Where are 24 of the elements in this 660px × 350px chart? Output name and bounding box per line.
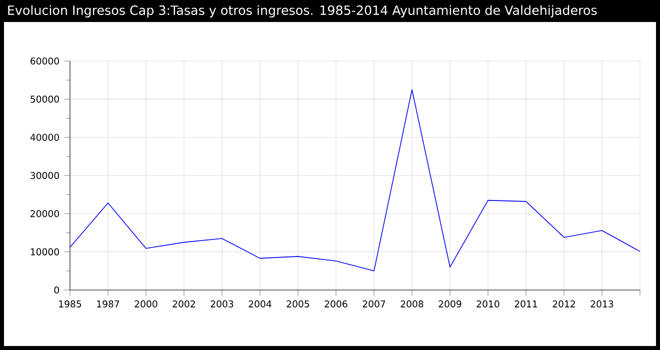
x-tick-label: 2009 bbox=[438, 300, 462, 308]
y-tick-label: 0 bbox=[54, 286, 59, 294]
x-tick-label: 2004 bbox=[248, 300, 272, 308]
y-tick-label: 20000 bbox=[30, 210, 59, 218]
x-tick-label: 2012 bbox=[552, 300, 575, 308]
x-tick-label: 2011 bbox=[514, 300, 538, 308]
y-tick-label: 30000 bbox=[30, 172, 59, 180]
x-tick-label: 2010 bbox=[476, 300, 500, 308]
x-tick-label: 2006 bbox=[324, 300, 348, 308]
x-tick-label: 2013 bbox=[590, 300, 614, 308]
x-tick-label: 2005 bbox=[286, 300, 310, 308]
x-tick-label: 1987 bbox=[97, 300, 120, 308]
line-series bbox=[70, 89, 640, 272]
x-tick-label: 2007 bbox=[362, 300, 386, 308]
x-tick-label: 1985 bbox=[59, 300, 82, 308]
x-tick-label: 2008 bbox=[400, 300, 424, 308]
chart-title: Evolucion Ingresos Cap 3:Tasas y otros ingresos. 1985-2014 Ayuntamiento de Valdehijaderos bbox=[8, 5, 597, 18]
y-tick-label: 60000 bbox=[30, 57, 59, 65]
x-tick-label: 2002 bbox=[172, 300, 195, 308]
y-tick-label: 10000 bbox=[30, 248, 59, 256]
x-tick-label: 2003 bbox=[210, 300, 234, 308]
y-tick-label: 40000 bbox=[30, 134, 59, 141]
y-tick-label: 50000 bbox=[30, 96, 59, 103]
x-tick-label: 2000 bbox=[134, 300, 158, 308]
